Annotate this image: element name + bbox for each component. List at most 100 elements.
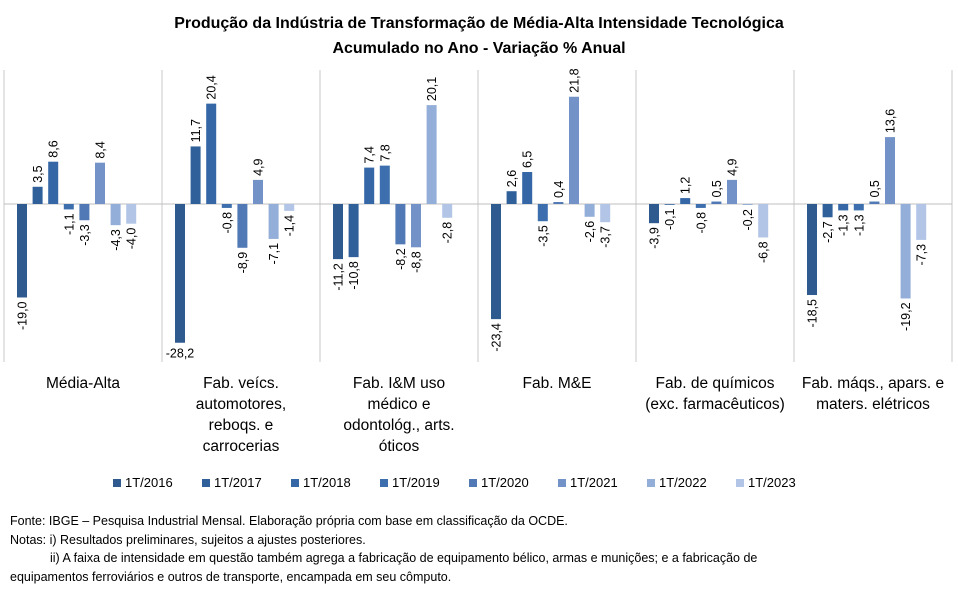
note-ii-line2: equipamentos ferroviários e outros de tr…	[10, 569, 452, 584]
data-label: 4,9	[726, 158, 740, 175]
bar	[742, 204, 753, 205]
bar	[79, 204, 90, 221]
bar	[537, 204, 548, 222]
category-label: Fab. de químicos	[656, 375, 775, 392]
bar	[916, 204, 927, 240]
bar	[284, 204, 295, 211]
legend-label: 1T/2017	[214, 475, 262, 490]
bar	[869, 201, 880, 204]
bar	[822, 204, 833, 218]
bar	[807, 204, 817, 296]
bar	[411, 204, 421, 248]
category-label: maters. elétricos	[816, 396, 930, 413]
bar	[237, 204, 248, 248]
legend-swatch	[469, 479, 477, 487]
bar	[680, 198, 691, 204]
data-label: 20,4	[205, 75, 219, 99]
data-label: -23,4	[490, 323, 504, 352]
bar	[95, 162, 105, 204]
data-label: -2,8	[441, 222, 455, 244]
bar	[900, 204, 911, 299]
data-label: 8,4	[94, 141, 108, 158]
data-label: -3,3	[78, 224, 92, 246]
data-label: -0,2	[741, 209, 755, 231]
bar	[348, 204, 359, 258]
data-label: 0,4	[552, 181, 566, 198]
data-label: 21,8	[568, 68, 582, 92]
bar	[268, 204, 279, 239]
category-label: Fab. veícs.	[203, 375, 279, 392]
bar	[569, 96, 579, 204]
legend-label: 1T/2023	[748, 475, 796, 490]
data-label: -0,8	[694, 212, 708, 234]
data-label: 8,6	[47, 140, 61, 157]
data-label: -2,7	[821, 221, 835, 243]
bar	[395, 204, 406, 245]
bar	[758, 204, 769, 238]
legend-label: 1T/2022	[659, 475, 707, 490]
data-label: 0,5	[868, 180, 882, 197]
bar	[885, 137, 895, 204]
data-label: -28,2	[166, 347, 195, 361]
bar	[584, 204, 595, 217]
data-label: -3,9	[648, 227, 662, 249]
bar	[379, 165, 390, 204]
bar	[17, 204, 27, 298]
bar	[695, 204, 706, 208]
chart-title: Produção da Indústria de Transformação d…	[174, 15, 784, 32]
category-label: Média-Alta	[46, 375, 120, 392]
plot-area: -19,0 -28,2 -11,2 -23,4 -3,9 -18,5 3,5 11,7 -10,…	[3, 68, 953, 455]
data-label: 1,2	[679, 177, 693, 194]
bar	[253, 179, 263, 204]
category-label: reboqs. e	[209, 417, 274, 434]
data-label: -10,8	[347, 261, 361, 290]
category-label: Fab. M&E	[523, 375, 592, 392]
bar	[553, 202, 564, 204]
bar	[364, 167, 375, 204]
bar	[206, 103, 217, 204]
bar	[838, 204, 849, 211]
category-label: carrocerias	[203, 438, 280, 455]
category-label: médico e	[368, 396, 431, 413]
bar	[32, 186, 43, 204]
data-label: 3,5	[31, 165, 45, 182]
footnotes: Fonte: IBGE – Pesquisa Industrial Mensal…	[10, 512, 950, 586]
data-label: -18,5	[806, 299, 820, 328]
bar	[175, 204, 185, 343]
data-label: -2,6	[583, 221, 597, 243]
data-label: -1,4	[283, 215, 297, 237]
legend-swatch	[380, 479, 388, 487]
bar	[506, 191, 517, 204]
data-label: -0,8	[220, 212, 234, 234]
bar	[853, 204, 864, 211]
bar	[522, 172, 533, 204]
category-label: óticos	[379, 438, 420, 455]
data-label: 2,6	[505, 170, 519, 187]
bar	[442, 204, 453, 218]
data-label: -1,3	[837, 214, 851, 236]
data-label: -6,8	[757, 241, 771, 263]
data-label: 7,4	[363, 146, 377, 163]
legend-swatch	[202, 479, 210, 487]
bar	[48, 161, 59, 204]
category-label: Fab. máqs., apars. e	[802, 375, 944, 392]
data-label: -4,3	[109, 229, 123, 251]
note-ii-line1: ii) A faixa de intensidade em questão ta…	[50, 551, 758, 565]
data-label: -3,5	[536, 225, 550, 247]
legend: 1T/2016 1T/2017 1T/2018 1T/2019 1T/2020 1T/20…	[113, 475, 796, 490]
legend-swatch	[113, 479, 121, 487]
data-label: 0,5	[710, 180, 724, 197]
data-label: -19,2	[899, 302, 913, 331]
data-label: -0,1	[663, 208, 677, 230]
data-label: -8,2	[394, 248, 408, 270]
data-label: -4,0	[125, 228, 139, 250]
legend-label: 1T/2021	[570, 475, 618, 490]
data-label: -7,3	[915, 244, 929, 266]
data-label: 4,9	[252, 158, 266, 175]
bar	[600, 204, 611, 223]
bar	[63, 204, 74, 210]
chart: Produção da Indústria de Transformação d…	[3, 15, 953, 490]
legend-label: 1T/2018	[303, 475, 351, 490]
bar	[126, 204, 137, 224]
data-label: -8,8	[410, 251, 424, 273]
